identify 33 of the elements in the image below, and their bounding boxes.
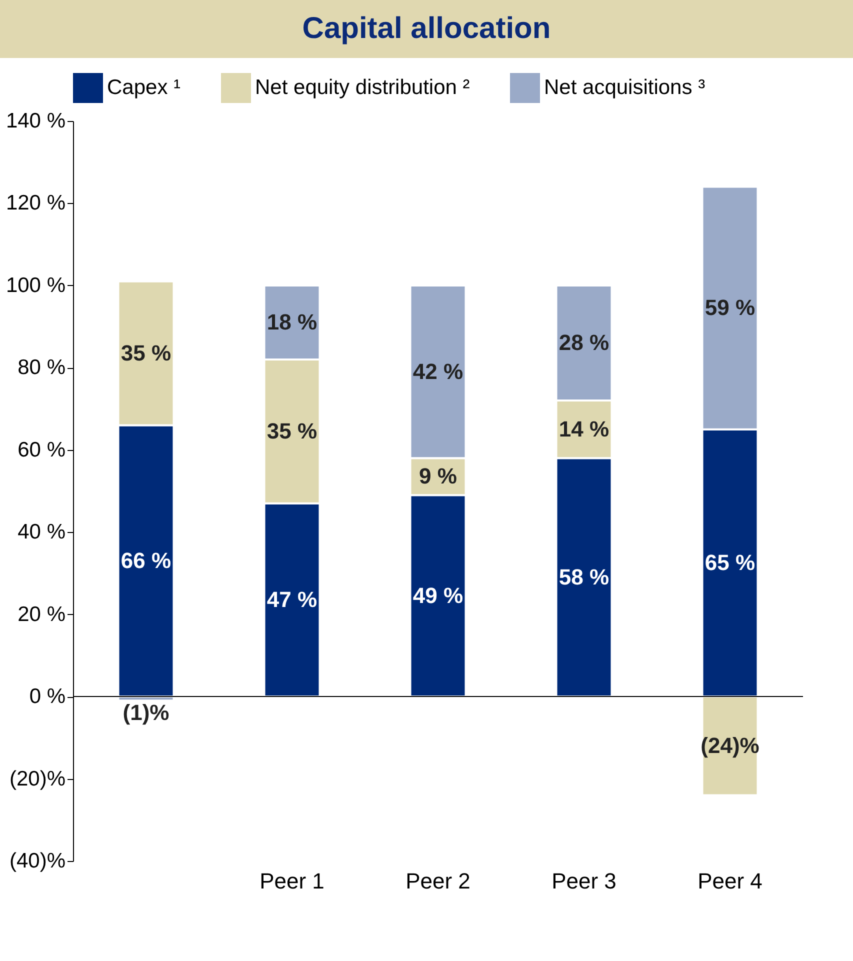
data-label: 65 %	[704, 550, 756, 575]
y-tick-label: 20 %	[18, 602, 66, 626]
data-label: 66 %	[120, 548, 172, 573]
data-label: 59 %	[704, 295, 756, 320]
x-tick-label: Peer 1	[260, 868, 324, 894]
x-tick-label: Peer 2	[406, 868, 470, 894]
y-tick-label: 120 %	[6, 192, 66, 215]
data-label: 9 %	[419, 464, 457, 489]
data-label: 14 %	[558, 416, 610, 442]
legend-label: Capex ¹	[107, 76, 181, 99]
data-label: (1)%	[122, 700, 170, 725]
data-label: 49 %	[412, 582, 464, 608]
y-tick-label: 80 %	[18, 356, 66, 380]
chart-title: Capital allocation	[0, 0, 853, 58]
x-tick-label: Peer 4	[698, 868, 762, 894]
y-tick-label: 0 %	[29, 685, 66, 708]
data-label: 35 %	[266, 418, 318, 444]
y-tick-label: (40)%	[9, 850, 66, 872]
data-label: 47 %	[266, 586, 318, 612]
data-label: 42 %	[412, 358, 464, 384]
legend-label: Net equity distribution ²	[255, 76, 470, 99]
y-tick-label: 60 %	[18, 438, 66, 462]
y-tick-label: (20)%	[9, 767, 66, 790]
y-tick-label: 140 %	[6, 110, 66, 132]
data-label: 18 %	[266, 309, 318, 334]
x-tick-label: Peer 3	[552, 868, 616, 894]
data-label: 58 %	[558, 564, 610, 590]
y-tick-label: 40 %	[18, 520, 66, 544]
legend-label: Net acquisitions ³	[544, 76, 706, 99]
data-label: (24)%	[700, 732, 760, 758]
data-label: 35 %	[120, 340, 172, 366]
data-label: 28 %	[558, 330, 610, 355]
y-tick-label: 100 %	[6, 274, 66, 297]
